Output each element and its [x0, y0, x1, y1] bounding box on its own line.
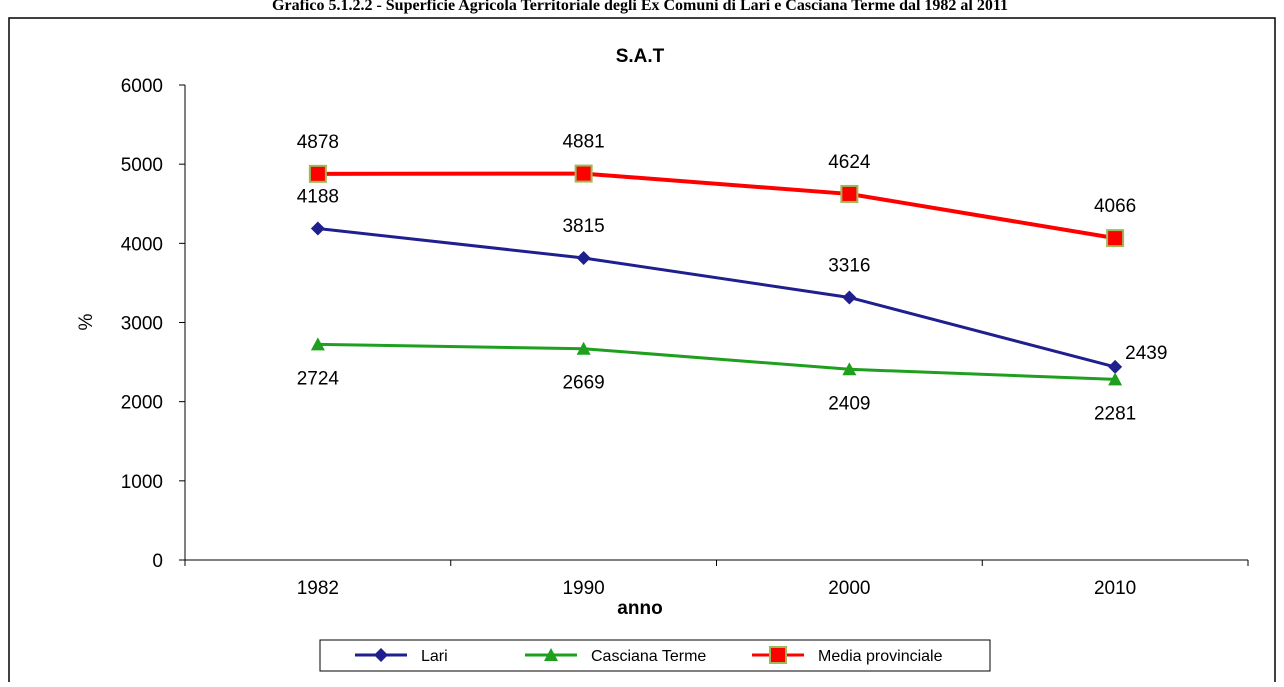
data-label: 2281 [1094, 403, 1136, 424]
y-tick-label: 0 [152, 551, 163, 572]
data-label: 2439 [1125, 343, 1167, 364]
chart-title: S.A.T [616, 46, 665, 67]
x-tick-label: 2010 [1094, 578, 1136, 599]
x-tick-label: 1990 [562, 578, 604, 599]
data-label: 4878 [297, 132, 339, 153]
marker [374, 648, 388, 662]
series-line [317, 226, 1116, 369]
y-tick-label: 4000 [121, 234, 163, 255]
series-line [317, 342, 1116, 381]
data-label: 4881 [562, 132, 604, 153]
data-label: 2409 [828, 393, 870, 414]
legend-label: Casciana Terme [591, 648, 706, 665]
x-tick-label: 2000 [828, 578, 870, 599]
marker [1106, 229, 1125, 248]
marker [574, 164, 593, 183]
legend-label: Lari [421, 648, 448, 665]
data-label: 4188 [297, 186, 339, 207]
marker [310, 221, 325, 236]
y-tick-label: 2000 [121, 393, 163, 414]
marker [842, 290, 857, 305]
series-line [317, 171, 1116, 241]
data-label: 4066 [1094, 196, 1136, 217]
data-label: 2724 [297, 368, 340, 389]
x-tick-label: 1982 [297, 578, 339, 599]
data-label: 2669 [562, 373, 604, 394]
y-tick-label: 5000 [121, 155, 163, 176]
marker [576, 341, 591, 355]
y-axis-label: % [76, 313, 97, 330]
marker [1108, 359, 1123, 374]
marker [1108, 372, 1123, 386]
marker [769, 646, 787, 664]
marker [840, 184, 859, 203]
marker [310, 337, 325, 351]
data-label: 4624 [828, 152, 871, 173]
marker [842, 362, 857, 376]
y-tick-label: 6000 [121, 76, 163, 97]
y-tick-label: 1000 [121, 472, 163, 493]
y-tick-label: 3000 [121, 314, 163, 335]
caption: Grafico 5.1.2.2 - Superficie Agricola Te… [272, 0, 1008, 14]
legend [319, 639, 991, 672]
marker [308, 164, 327, 183]
legend-label: Media provinciale [818, 648, 943, 665]
data-label: 3316 [828, 255, 870, 276]
marker [544, 648, 558, 661]
chart-border [8, 17, 1276, 687]
x-axis-label: anno [617, 598, 662, 619]
data-label: 3815 [562, 216, 604, 237]
marker [576, 250, 591, 265]
